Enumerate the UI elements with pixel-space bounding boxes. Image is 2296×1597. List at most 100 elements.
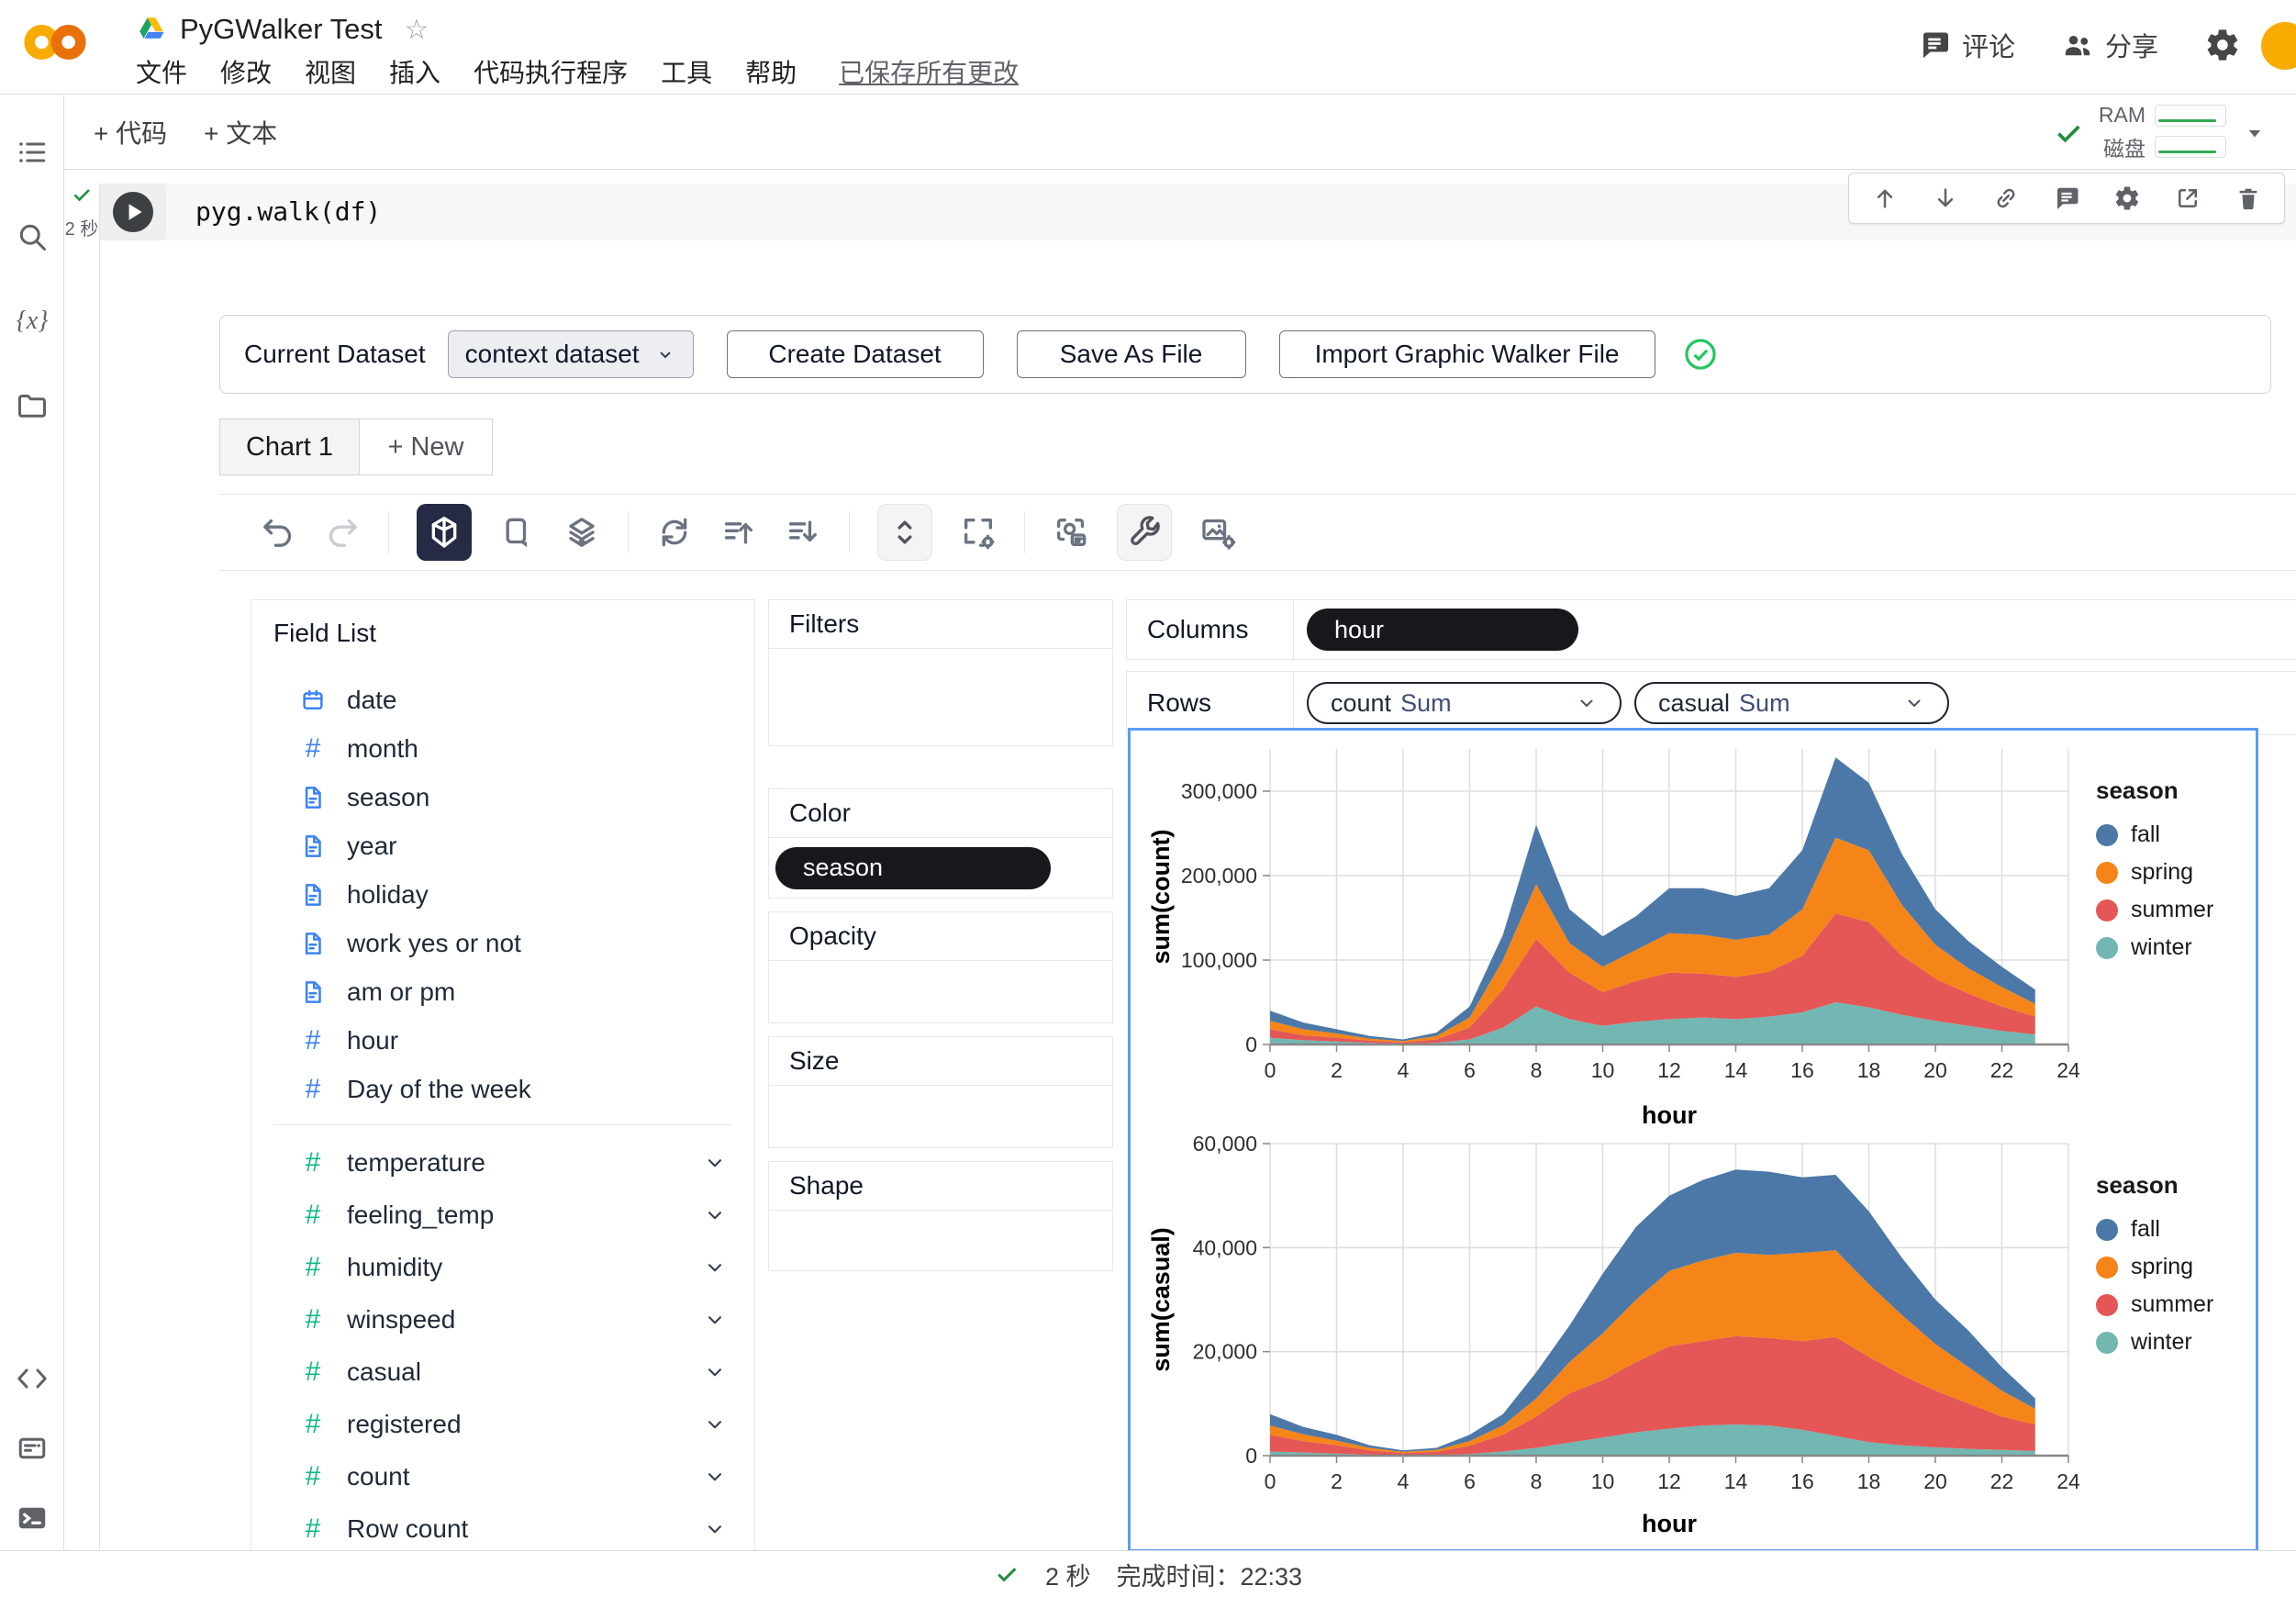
arrow-down-icon[interactable] <box>1932 184 1959 212</box>
dataset-select[interactable]: context dataset <box>447 330 694 378</box>
legend-entry-spring[interactable]: spring <box>2096 859 2250 886</box>
field-item-winspeed[interactable]: # winspeed <box>273 1293 732 1346</box>
chevron-down-icon[interactable] <box>1903 692 1925 714</box>
scan-comment-icon[interactable] <box>1053 514 1089 551</box>
code-editor[interactable]: pyg.walk(df) <box>100 173 2296 240</box>
open-in-new-icon[interactable] <box>2174 184 2201 212</box>
legend-entry-winter[interactable]: winter <box>2096 934 2250 961</box>
columns-pill-hour[interactable]: hour <box>1307 609 1578 651</box>
add-text-button[interactable]: + 文本 <box>204 119 278 148</box>
notebook-title[interactable]: PyGWalker Test <box>180 13 383 45</box>
menu-insert[interactable]: 插入 <box>389 59 441 87</box>
chevron-down-icon[interactable] <box>703 1203 727 1227</box>
field-item-work-yes-or-not[interactable]: work yes or not <box>273 919 732 967</box>
color-pill-season[interactable]: season <box>775 846 1051 889</box>
color-shelf[interactable]: season <box>768 838 1113 899</box>
tab-new-chart[interactable]: + New <box>360 419 493 475</box>
settings-gear-icon[interactable] <box>2204 27 2241 63</box>
cell-code[interactable]: pyg.walk(df) <box>195 196 382 227</box>
field-item-feeling-temp[interactable]: # feeling_temp <box>273 1189 732 1241</box>
menu-help[interactable]: 帮助 <box>745 59 797 87</box>
legend-entry-spring[interactable]: spring <box>2096 1254 2250 1280</box>
menu-runtime[interactable]: 代码执行程序 <box>474 59 629 87</box>
arrow-up-icon[interactable] <box>1871 184 1899 212</box>
create-dataset-button[interactable]: Create Dataset <box>726 330 984 378</box>
variables-icon[interactable]: {x} <box>16 307 49 335</box>
avatar[interactable] <box>2261 22 2296 70</box>
legend-entry-summer[interactable]: summer <box>2096 897 2250 923</box>
comment-icon[interactable] <box>2053 184 2080 212</box>
search-icon[interactable] <box>16 220 49 253</box>
sync-icon[interactable] <box>656 514 693 551</box>
redo-icon[interactable] <box>324 514 361 551</box>
field-item-temperature[interactable]: # temperature <box>273 1136 732 1189</box>
expand-gear-icon[interactable] <box>960 514 997 551</box>
legend-entry-fall[interactable]: fall <box>2096 821 2250 848</box>
field-item-season[interactable]: season <box>273 773 732 821</box>
chev-updown-button[interactable] <box>877 504 932 561</box>
field-item-row-count[interactable]: # Row count <box>273 1502 732 1555</box>
field-item-am-or-pm[interactable]: am or pm <box>273 967 732 1016</box>
palette-icon[interactable] <box>16 1432 49 1465</box>
saved-status[interactable]: 已保存所有更改 <box>839 59 1020 87</box>
trash-icon[interactable] <box>2235 184 2262 212</box>
run-cell-button[interactable] <box>111 190 155 234</box>
folder-icon[interactable] <box>16 389 49 422</box>
chevron-down-icon[interactable] <box>703 1151 727 1175</box>
filters-shelf[interactable] <box>768 649 1113 746</box>
chart-canvas[interactable]: 0 2 4 6 8 10 12 14 16 18 20 22 24 0 100,000 200,000 300,… <box>1128 728 2258 1552</box>
legend-entry-fall[interactable]: fall <box>2096 1216 2250 1243</box>
import-gw-file-button[interactable]: Import Graphic Walker File <box>1278 330 1655 378</box>
chevron-down-icon[interactable] <box>703 1360 727 1384</box>
resource-monitor[interactable]: RAM 磁盘 <box>2053 103 2268 162</box>
add-code-button[interactable]: + 代码 <box>94 119 168 148</box>
terminal-icon[interactable] <box>16 1502 49 1535</box>
legend-entry-winter[interactable]: winter <box>2096 1329 2250 1356</box>
field-item-date[interactable]: date <box>273 676 732 724</box>
toc-icon[interactable] <box>16 136 49 169</box>
copy-icon[interactable] <box>499 514 536 551</box>
field-item-casual[interactable]: # casual <box>273 1346 732 1398</box>
chevron-down-icon[interactable] <box>1576 692 1598 714</box>
sort-asc-icon[interactable] <box>720 514 757 551</box>
comments-button[interactable]: 评论 <box>1918 26 2015 64</box>
code-icon[interactable] <box>16 1362 49 1395</box>
opacity-shelf[interactable] <box>768 961 1113 1023</box>
menu-view[interactable]: 视图 <box>305 59 357 87</box>
chevron-down-icon[interactable] <box>703 1465 727 1489</box>
share-button[interactable]: 分享 <box>2061 26 2158 64</box>
field-item-holiday[interactable]: holiday <box>273 870 732 919</box>
menu-file[interactable]: 文件 <box>136 59 188 87</box>
chevron-down-icon[interactable] <box>703 1413 727 1436</box>
field-item-month[interactable]: # month <box>273 724 732 773</box>
shape-shelf[interactable] <box>768 1211 1113 1271</box>
tab-chart-1[interactable]: Chart 1 <box>219 419 360 475</box>
rows-pill-casual[interactable]: casual Sum <box>1634 682 1949 724</box>
menu-tools[interactable]: 工具 <box>661 59 713 87</box>
field-item-day-of-the-week[interactable]: # Day of the week <box>273 1065 732 1113</box>
field-item-count[interactable]: # count <box>273 1450 732 1502</box>
sort-desc-icon[interactable] <box>785 514 821 551</box>
legend-entry-summer[interactable]: summer <box>2096 1291 2250 1318</box>
gear-icon[interactable] <box>2113 184 2141 212</box>
field-item-hour[interactable]: # hour <box>273 1016 732 1065</box>
chevron-down-icon[interactable] <box>703 1308 727 1332</box>
image-gear-icon[interactable] <box>1199 514 1236 551</box>
rows-pill-count[interactable]: count Sum <box>1307 682 1622 724</box>
size-shelf[interactable] <box>768 1086 1113 1148</box>
save-as-file-button[interactable]: Save As File <box>1016 330 1246 378</box>
chevron-down-icon[interactable] <box>703 1256 727 1279</box>
field-item-year[interactable]: year <box>273 821 732 870</box>
caret-down-icon[interactable] <box>2241 119 2268 147</box>
layers-icon[interactable] <box>563 514 600 551</box>
cube-button[interactable] <box>417 504 472 561</box>
field-item-humidity[interactable]: # humidity <box>273 1241 732 1293</box>
undo-icon[interactable] <box>260 514 296 551</box>
colab-logo-icon[interactable] <box>20 18 90 66</box>
link-icon[interactable] <box>1992 184 2020 212</box>
chevron-down-icon[interactable] <box>703 1517 727 1541</box>
menu-edit[interactable]: 修改 <box>220 59 273 87</box>
wrench-button[interactable] <box>1117 504 1172 561</box>
field-item-registered[interactable]: # registered <box>273 1398 732 1450</box>
star-icon[interactable]: ☆ <box>404 14 429 45</box>
